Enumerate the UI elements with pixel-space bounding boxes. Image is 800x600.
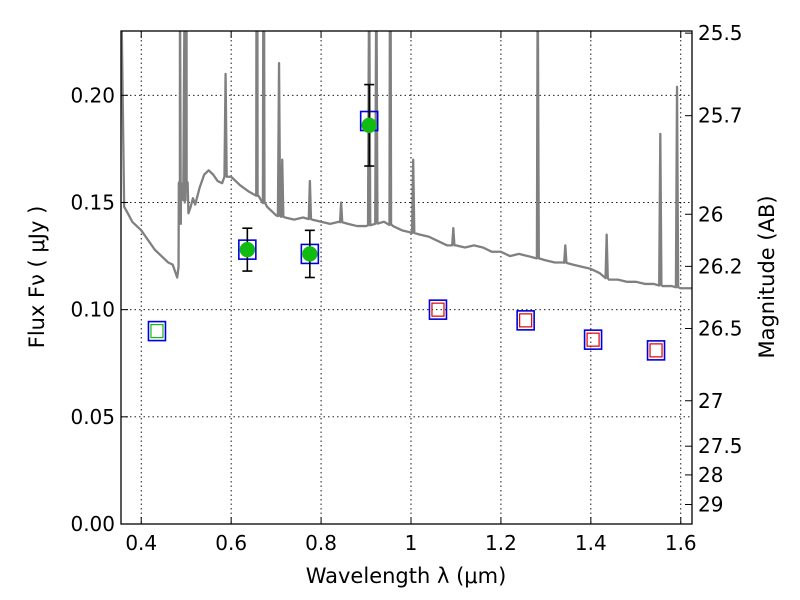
x-tick-label: 0.4 bbox=[125, 531, 157, 555]
observed-flux-point bbox=[239, 241, 256, 258]
x-tick-label: 0.6 bbox=[215, 531, 247, 555]
observed-flux-point bbox=[361, 117, 377, 134]
right-tick-label: 26.2 bbox=[698, 254, 743, 278]
y-tick-label: 0.05 bbox=[70, 405, 115, 429]
x-tick-label: 1.6 bbox=[665, 531, 697, 555]
right-tick-label: 26.5 bbox=[698, 317, 743, 341]
x-tick-label: 1 bbox=[405, 531, 418, 555]
model-spectrum-line bbox=[121, 31, 692, 290]
y-axis-label: Flux Fν ( μJy ) bbox=[25, 206, 49, 349]
plot-frame bbox=[120, 30, 693, 525]
upper-limit-marker bbox=[431, 302, 445, 317]
right-tick-label: 28 bbox=[698, 463, 723, 487]
model-flux-marker bbox=[428, 299, 448, 320]
right-axis-label: Magnitude (AB) bbox=[755, 195, 779, 358]
model-flux-marker bbox=[646, 340, 666, 361]
upper-limit-marker bbox=[586, 332, 600, 347]
x-tick-label: 1.4 bbox=[575, 531, 607, 555]
observed-flux-point bbox=[302, 246, 318, 262]
right-tick-label: 29 bbox=[698, 492, 723, 516]
model-flux-marker bbox=[516, 310, 535, 331]
x-tick-label: 1.2 bbox=[485, 531, 517, 555]
y-tick-label: 0.20 bbox=[70, 83, 115, 107]
upper-limit-marker bbox=[519, 313, 533, 328]
right-tick-label: 27.5 bbox=[698, 434, 743, 458]
upper-limit-marker bbox=[649, 343, 663, 358]
y-tick-label: 0.00 bbox=[70, 512, 115, 536]
axis-ticks: 0.4 0.6 0.8 1 1.2 1.4 1.6 0.00 0.05 0.10 0.15 0.20 2… bbox=[70, 21, 742, 555]
right-tick-label: 26 bbox=[698, 202, 723, 226]
y-tick-label: 0.10 bbox=[70, 298, 115, 322]
grid-lines bbox=[121, 31, 692, 525]
series-layer bbox=[121, 31, 692, 361]
model-flux-marker bbox=[583, 329, 603, 350]
model-flux-marker bbox=[147, 320, 167, 342]
x-axis-label: Wavelength λ (μm) bbox=[306, 564, 507, 588]
upper-limit-marker bbox=[150, 323, 164, 339]
right-tick-label: 27 bbox=[698, 389, 723, 413]
right-tick-label: 25.7 bbox=[698, 104, 743, 128]
x-tick-label: 0.8 bbox=[305, 531, 337, 555]
right-tick-label: 25.5 bbox=[698, 21, 743, 45]
y-tick-label: 0.15 bbox=[70, 190, 115, 214]
